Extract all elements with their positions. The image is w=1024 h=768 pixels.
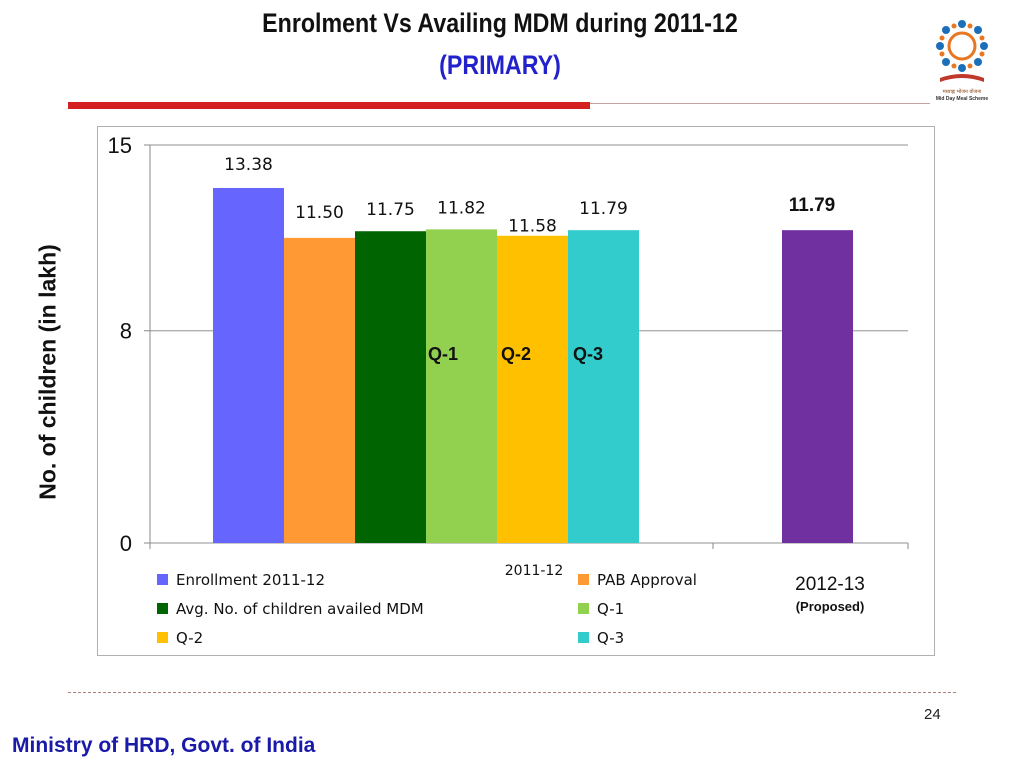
legend-swatch-avg (157, 603, 168, 614)
y-tick-label-2: 15 (108, 133, 132, 158)
bar-pab (284, 237, 355, 543)
legend-label-avg: Avg. No. of children availed MDM (176, 600, 424, 618)
data-label-q2: 11.58 (508, 217, 557, 237)
mdm-logo: मध्याह्न भोजन योजना Mid Day Meal Scheme (936, 20, 988, 102)
logo-caption: Mid Day Meal Scheme (936, 96, 988, 102)
x-category-label-2011-12: 2011-12 (505, 563, 564, 579)
data-label-avg: 11.75 (366, 200, 415, 220)
y-axis-label: No. of children (in lakh) (34, 244, 61, 500)
title-divider (590, 103, 930, 104)
legend-label-pab: PAB Approval (597, 571, 697, 589)
bar-q1 (426, 229, 497, 543)
y-tick-label-0: 0 (120, 531, 132, 556)
legend-swatch-q1 (578, 603, 589, 614)
slide-subtitle: (PRIMARY) (439, 50, 561, 80)
legend-label-q3: Q-3 (597, 629, 624, 647)
bar-avg (355, 231, 426, 543)
data-label-enrollment: 13.38 (224, 155, 273, 175)
bar-q2 (497, 235, 568, 543)
legend-label-enrollment: Enrollment 2011-12 (176, 571, 325, 589)
data-label-q3: 11.79 (579, 199, 628, 219)
footer-divider (68, 692, 956, 693)
page-number: 24 (924, 706, 941, 723)
y-tick-label-1: 8 (120, 319, 132, 344)
slide-title: Enrolment Vs Availing MDM during 2011-12 (262, 8, 738, 38)
legend-swatch-q2 (157, 632, 168, 643)
bar-q3 (568, 230, 639, 543)
data-label-q1: 11.82 (437, 198, 486, 218)
data-label-proposed: 11.79 (789, 195, 836, 216)
data-label-pab: 11.50 (295, 203, 344, 223)
title-underline (68, 102, 590, 109)
legend-label-q1: Q-1 (597, 600, 624, 618)
logo-hindi-text: मध्याह्न भोजन योजना (943, 88, 982, 95)
annotation-q-2: Q-2 (501, 344, 531, 364)
x-category-label-2012-13: 2012-13 (795, 574, 865, 595)
legend-label-q2: Q-2 (176, 629, 203, 647)
footer-ministry: Ministry of HRD, Govt. of India (12, 734, 316, 757)
annotation-q-1: Q-1 (428, 344, 458, 364)
x-category-sublabel-proposed: (Proposed) (796, 599, 865, 614)
legend-swatch-q3 (578, 632, 589, 643)
legend-swatch-enrollment (157, 574, 168, 585)
annotation-q-3: Q-3 (573, 344, 603, 364)
mdm-logo-icon (936, 20, 988, 82)
legend-swatch-pab (578, 574, 589, 585)
bar-enrollment (213, 187, 284, 543)
bar-proposed (782, 230, 853, 543)
